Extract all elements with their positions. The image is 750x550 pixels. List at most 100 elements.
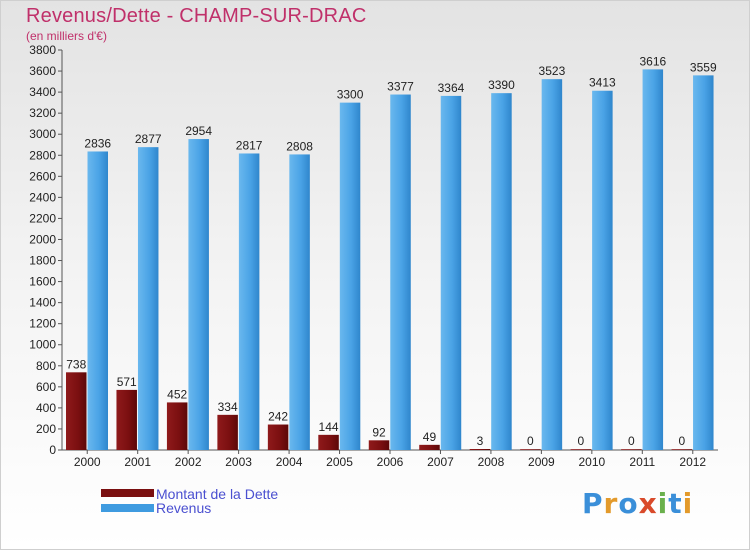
debt-bar [520, 449, 541, 450]
debt-data-label: 0 [678, 434, 685, 448]
y-tick-label: 1400 [29, 296, 56, 310]
revenue-data-label: 2817 [236, 138, 263, 152]
revenue-bar [390, 94, 411, 451]
y-tick-label: 600 [36, 380, 56, 394]
y-tick-label: 2600 [29, 169, 56, 183]
revenue-bar [87, 151, 108, 450]
proxiti-logo: Proxiti [582, 487, 693, 520]
revenue-bar [592, 90, 613, 450]
logo-letter: r [603, 487, 619, 520]
y-tick-label: 3400 [29, 85, 56, 99]
revenue-data-label: 3413 [589, 76, 616, 90]
debt-data-label: 571 [117, 375, 137, 389]
x-tick-label: 2003 [225, 455, 252, 469]
revenue-data-label: 3377 [387, 80, 414, 94]
revenue-data-label: 2836 [84, 136, 111, 150]
debt-bar [66, 372, 87, 450]
y-tick-label: 800 [36, 359, 56, 373]
debt-data-label: 0 [527, 434, 534, 448]
debt-data-label: 3 [477, 434, 484, 448]
revenue-data-label: 3559 [690, 60, 717, 74]
legend-label-dette: Montant de la Dette [156, 486, 279, 502]
revenue-data-label: 2954 [185, 124, 212, 138]
x-tick-label: 2010 [578, 455, 605, 469]
x-tick-label: 2002 [175, 455, 202, 469]
debt-data-label: 0 [578, 434, 585, 448]
y-tick-label: 0 [49, 443, 56, 457]
y-tick-label: 3000 [29, 127, 56, 141]
y-tick-label: 2800 [29, 148, 56, 162]
x-tick-label: 2012 [679, 455, 706, 469]
x-tick-label: 2004 [276, 455, 303, 469]
debt-bar [267, 424, 289, 450]
x-tick-label: 2007 [427, 455, 454, 469]
x-tick-label: 2000 [74, 455, 101, 469]
revenue-data-label: 3390 [488, 78, 515, 92]
debt-bar [116, 389, 137, 450]
x-tick-label: 2005 [326, 455, 353, 469]
chart-subtitle: (en milliers d'€) [26, 29, 107, 43]
revenue-data-label: 3300 [337, 88, 364, 102]
y-tick-label: 2400 [29, 190, 56, 204]
revenue-bar [642, 69, 664, 451]
y-tick-label: 3200 [29, 106, 56, 120]
debt-data-label: 452 [167, 387, 187, 401]
debt-bar [621, 449, 642, 450]
y-tick-label: 1800 [29, 254, 56, 268]
y-tick-label: 1000 [29, 338, 56, 352]
y-tick-label: 2000 [29, 232, 56, 246]
debt-data-label: 0 [628, 434, 635, 448]
debt-bar [671, 449, 693, 450]
debt-bar [570, 449, 592, 450]
logo-letter: P [582, 487, 604, 520]
debt-data-label: 49 [423, 430, 437, 444]
x-tick-label: 2001 [124, 455, 151, 469]
logo-letter: i [657, 487, 669, 520]
debt-data-label: 334 [218, 400, 238, 414]
revenue-bar [693, 75, 714, 451]
revenue-bar [440, 95, 462, 450]
y-tick-label: 1600 [29, 275, 56, 289]
y-tick-label: 2200 [29, 211, 56, 225]
revenue-data-label: 3364 [438, 81, 465, 95]
debt-data-label: 144 [319, 420, 339, 434]
debt-data-label: 242 [268, 410, 288, 424]
revenue-bar [137, 147, 159, 450]
revenue-data-label: 3616 [639, 54, 666, 68]
debt-data-label: 92 [372, 425, 386, 439]
revenue-bar [289, 154, 310, 450]
chart-title: Revenus/Dette - CHAMP-SUR-DRAC [26, 5, 367, 27]
x-tick-label: 2009 [528, 455, 555, 469]
revenue-data-label: 2877 [135, 132, 162, 146]
debt-bar [368, 440, 390, 450]
revenue-bar [238, 153, 260, 450]
debt-bar [318, 434, 339, 450]
y-tick-label: 1200 [29, 317, 56, 331]
x-tick-label: 2011 [629, 455, 655, 469]
y-tick-label: 3800 [29, 43, 56, 57]
revenue-bar [339, 102, 361, 450]
debt-bar [469, 449, 491, 450]
logo-letter: i [682, 487, 694, 520]
x-tick-label: 2008 [478, 455, 505, 469]
logo-letter: x [638, 487, 658, 520]
logo-letter: t [668, 487, 683, 520]
debt-bar [166, 402, 188, 450]
y-tick-label: 200 [36, 422, 56, 436]
debt-data-label: 738 [66, 357, 86, 371]
legend-label-revenus: Revenus [156, 500, 212, 516]
x-tick-label: 2006 [377, 455, 404, 469]
revenue-data-label: 3523 [539, 64, 566, 78]
y-tick-label: 400 [36, 401, 56, 415]
debt-bar [419, 444, 440, 450]
y-tick-label: 3600 [29, 64, 56, 78]
revenue-bar [541, 79, 563, 450]
legend-swatch-revenus [101, 504, 154, 512]
revenue-bar [188, 139, 209, 451]
revenue-data-label: 2808 [286, 139, 313, 153]
revenue-bar [491, 93, 512, 450]
legend-swatch-dette [101, 489, 154, 497]
logo-letter: o [618, 487, 639, 520]
debt-bar [217, 414, 238, 450]
